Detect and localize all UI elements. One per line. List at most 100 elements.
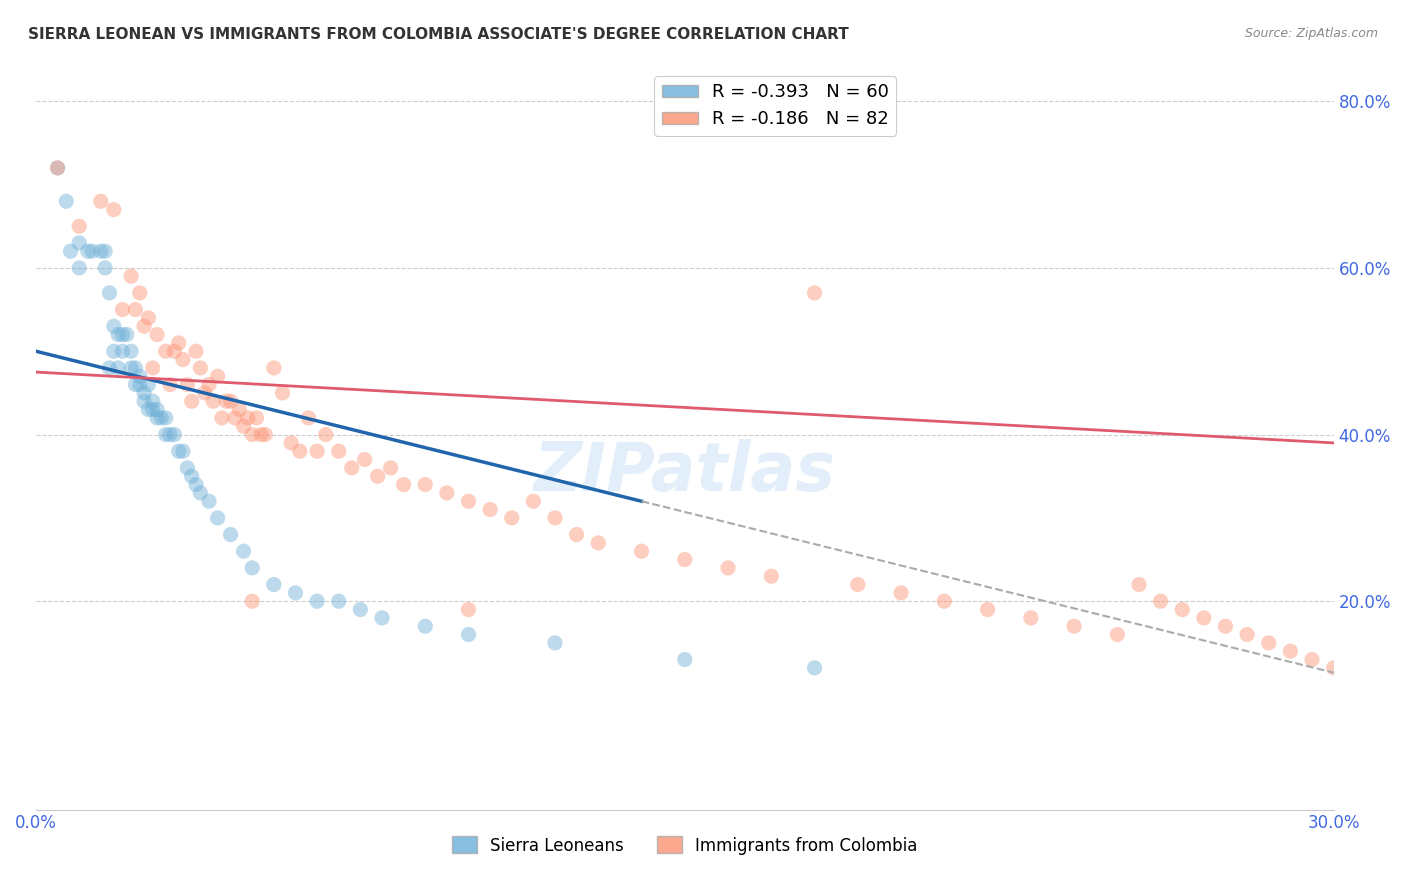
Point	[501, 511, 523, 525]
Point	[1279, 644, 1302, 658]
Point	[120, 360, 142, 375]
Point	[67, 219, 90, 234]
Point	[761, 569, 783, 583]
Point	[307, 444, 329, 458]
Point	[271, 385, 294, 400]
Point	[565, 527, 588, 541]
Point	[207, 369, 229, 384]
Point	[479, 502, 502, 516]
Point	[98, 285, 121, 300]
Point	[263, 577, 285, 591]
Point	[142, 402, 165, 417]
Point	[46, 161, 69, 175]
Point	[163, 344, 186, 359]
Point	[111, 327, 134, 342]
Point	[115, 327, 138, 342]
Point	[198, 377, 221, 392]
Point	[138, 310, 160, 325]
Point	[245, 411, 267, 425]
Point	[46, 161, 69, 175]
Point	[250, 427, 273, 442]
Point	[55, 194, 77, 209]
Point	[82, 244, 104, 259]
Text: SIERRA LEONEAN VS IMMIGRANTS FROM COLOMBIA ASSOCIATE'S DEGREE CORRELATION CHART: SIERRA LEONEAN VS IMMIGRANTS FROM COLOMB…	[28, 27, 849, 42]
Point	[219, 527, 242, 541]
Point	[1323, 661, 1346, 675]
Point	[1215, 619, 1237, 633]
Point	[1257, 636, 1279, 650]
Point	[211, 411, 233, 425]
Point	[544, 636, 567, 650]
Point	[1063, 619, 1085, 633]
Point	[167, 444, 190, 458]
Point	[142, 360, 165, 375]
Point	[103, 202, 125, 217]
Point	[544, 511, 567, 525]
Point	[111, 344, 134, 359]
Point	[59, 244, 82, 259]
Point	[188, 486, 211, 500]
Point	[803, 285, 825, 300]
Point	[198, 494, 221, 508]
Point	[457, 627, 479, 641]
Text: ZIPatlas: ZIPatlas	[534, 439, 835, 505]
Point	[353, 452, 375, 467]
Point	[194, 385, 217, 400]
Point	[138, 377, 160, 392]
Point	[224, 411, 246, 425]
Point	[976, 602, 998, 616]
Point	[142, 394, 165, 409]
Point	[297, 411, 319, 425]
Point	[284, 586, 307, 600]
Point	[1171, 602, 1194, 616]
Point	[180, 469, 202, 483]
Text: Source: ZipAtlas.com: Source: ZipAtlas.com	[1244, 27, 1378, 40]
Point	[159, 377, 181, 392]
Point	[120, 344, 142, 359]
Point	[240, 594, 263, 608]
Point	[202, 394, 225, 409]
Point	[307, 594, 329, 608]
Point	[367, 469, 389, 483]
Point	[111, 302, 134, 317]
Point	[1149, 594, 1171, 608]
Point	[254, 427, 277, 442]
Point	[846, 577, 869, 591]
Point	[90, 244, 112, 259]
Point	[457, 494, 479, 508]
Point	[1236, 627, 1258, 641]
Point	[288, 444, 311, 458]
Point	[240, 427, 263, 442]
Point	[180, 394, 202, 409]
Point	[328, 594, 350, 608]
Point	[155, 344, 177, 359]
Point	[172, 352, 194, 367]
Point	[138, 402, 160, 417]
Point	[232, 419, 254, 434]
Point	[219, 394, 242, 409]
Point	[146, 402, 169, 417]
Point	[128, 377, 150, 392]
Point	[184, 477, 207, 491]
Point	[673, 652, 696, 666]
Point	[67, 260, 90, 275]
Point	[107, 360, 129, 375]
Point	[522, 494, 544, 508]
Point	[94, 244, 117, 259]
Point	[124, 360, 146, 375]
Point	[167, 335, 190, 350]
Point	[236, 411, 259, 425]
Point	[150, 411, 173, 425]
Point	[76, 244, 98, 259]
Point	[328, 444, 350, 458]
Point	[1301, 652, 1323, 666]
Point	[159, 427, 181, 442]
Point	[207, 511, 229, 525]
Point	[124, 302, 146, 317]
Point	[1192, 611, 1215, 625]
Point	[155, 411, 177, 425]
Point	[107, 327, 129, 342]
Point	[413, 477, 436, 491]
Point	[146, 411, 169, 425]
Point	[371, 611, 394, 625]
